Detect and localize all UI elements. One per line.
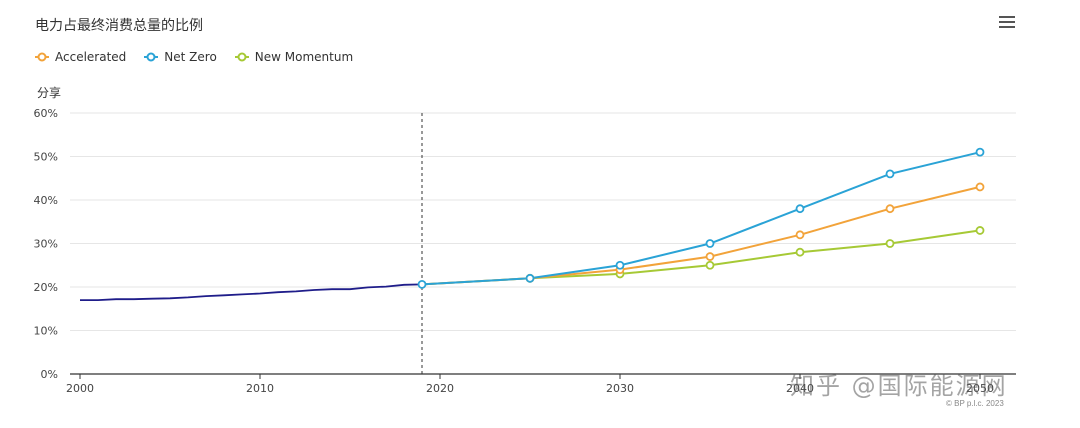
x-tick-label: 2040 (786, 382, 814, 395)
legend: Accelerated Net Zero New Momentum (35, 50, 353, 64)
data-point-accelerated (705, 252, 715, 261)
y-tick-label: 30% (34, 238, 58, 251)
data-point-accelerated (885, 204, 895, 214)
data-point-net-zero (705, 239, 715, 248)
accelerated-marker-icon (35, 52, 49, 62)
legend-item-new-momentum[interactable]: New Momentum (234, 50, 354, 64)
data-point-accelerated (795, 230, 805, 240)
data-point-new-momentum (975, 226, 985, 235)
x-tick-label: 2030 (606, 382, 634, 395)
y-tick-label: 20% (34, 281, 58, 294)
series-line-historical (80, 283, 423, 301)
legend-label-net-zero: Net Zero (164, 50, 217, 64)
data-point-new-momentum (705, 260, 715, 270)
watermark: 知乎 @国际能源网 (790, 372, 1008, 400)
hamburger-menu-icon[interactable] (999, 16, 1015, 30)
y-tick-label: 50% (34, 151, 58, 164)
data-point-net-zero (615, 260, 625, 270)
data-point-accelerated (975, 182, 985, 192)
data-point-new-momentum (795, 247, 805, 257)
data-point-net-zero (525, 273, 535, 283)
legend-item-net-zero[interactable]: Net Zero (144, 50, 217, 64)
x-tick-label: 2020 (426, 382, 454, 395)
copyright-notice: © BP p.l.c. 2023 (946, 399, 1004, 408)
series-line-net-zero (421, 151, 981, 286)
x-tick-label: 2010 (246, 382, 274, 395)
data-point-net-zero (975, 147, 985, 157)
y-tick-label: 10% (34, 325, 58, 338)
new-momentum-marker-icon (234, 52, 249, 62)
y-tick-label: 40% (34, 194, 58, 207)
data-point-net-zero (885, 169, 895, 179)
series-line-accelerated (421, 185, 981, 286)
y-axis-unit-label: 分享 (37, 86, 62, 100)
data-point-2019 (417, 279, 427, 289)
x-tick-label: 2000 (66, 382, 94, 395)
data-point-net-zero (795, 204, 805, 214)
legend-item-accelerated[interactable]: Accelerated (35, 50, 126, 64)
chart-title: 电力占最终消费总量的比例 (35, 18, 203, 34)
y-tick-label: 0% (41, 368, 58, 381)
data-point-new-momentum (885, 239, 895, 248)
legend-label-accelerated: Accelerated (55, 50, 127, 64)
legend-label-new-momentum: New Momentum (254, 50, 354, 64)
y-tick-label: 60% (34, 107, 58, 120)
x-tick-label: 2050 (966, 382, 994, 395)
net-zero-marker-icon (144, 52, 159, 62)
